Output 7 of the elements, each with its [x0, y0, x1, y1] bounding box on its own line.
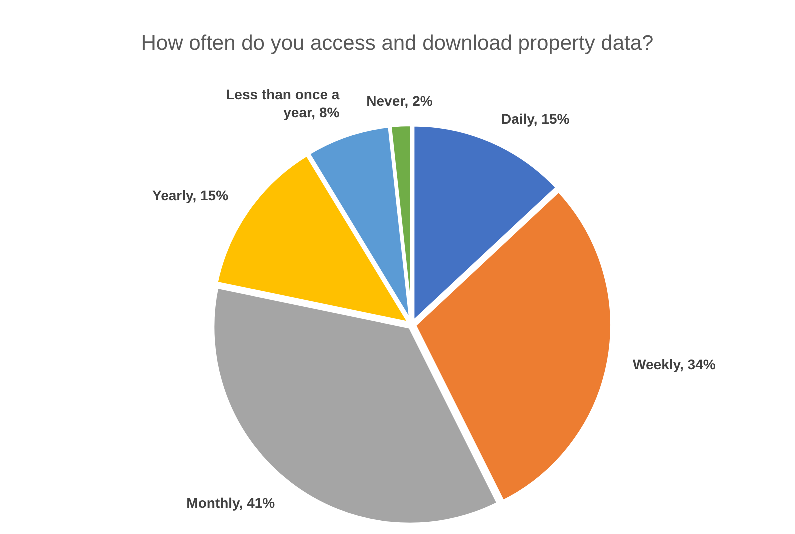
slice-label: Yearly, 15% — [152, 187, 230, 204]
chart-title: How often do you access and download property data? — [141, 32, 654, 55]
slice-label: Less than once a year, 8% — [226, 86, 340, 120]
slice-label: Never, 2% — [366, 92, 434, 109]
slice-label: Daily, 15% — [501, 111, 570, 128]
slice-label: Weekly, 34% — [633, 356, 716, 373]
slice-label: Monthly, 41% — [186, 495, 276, 512]
